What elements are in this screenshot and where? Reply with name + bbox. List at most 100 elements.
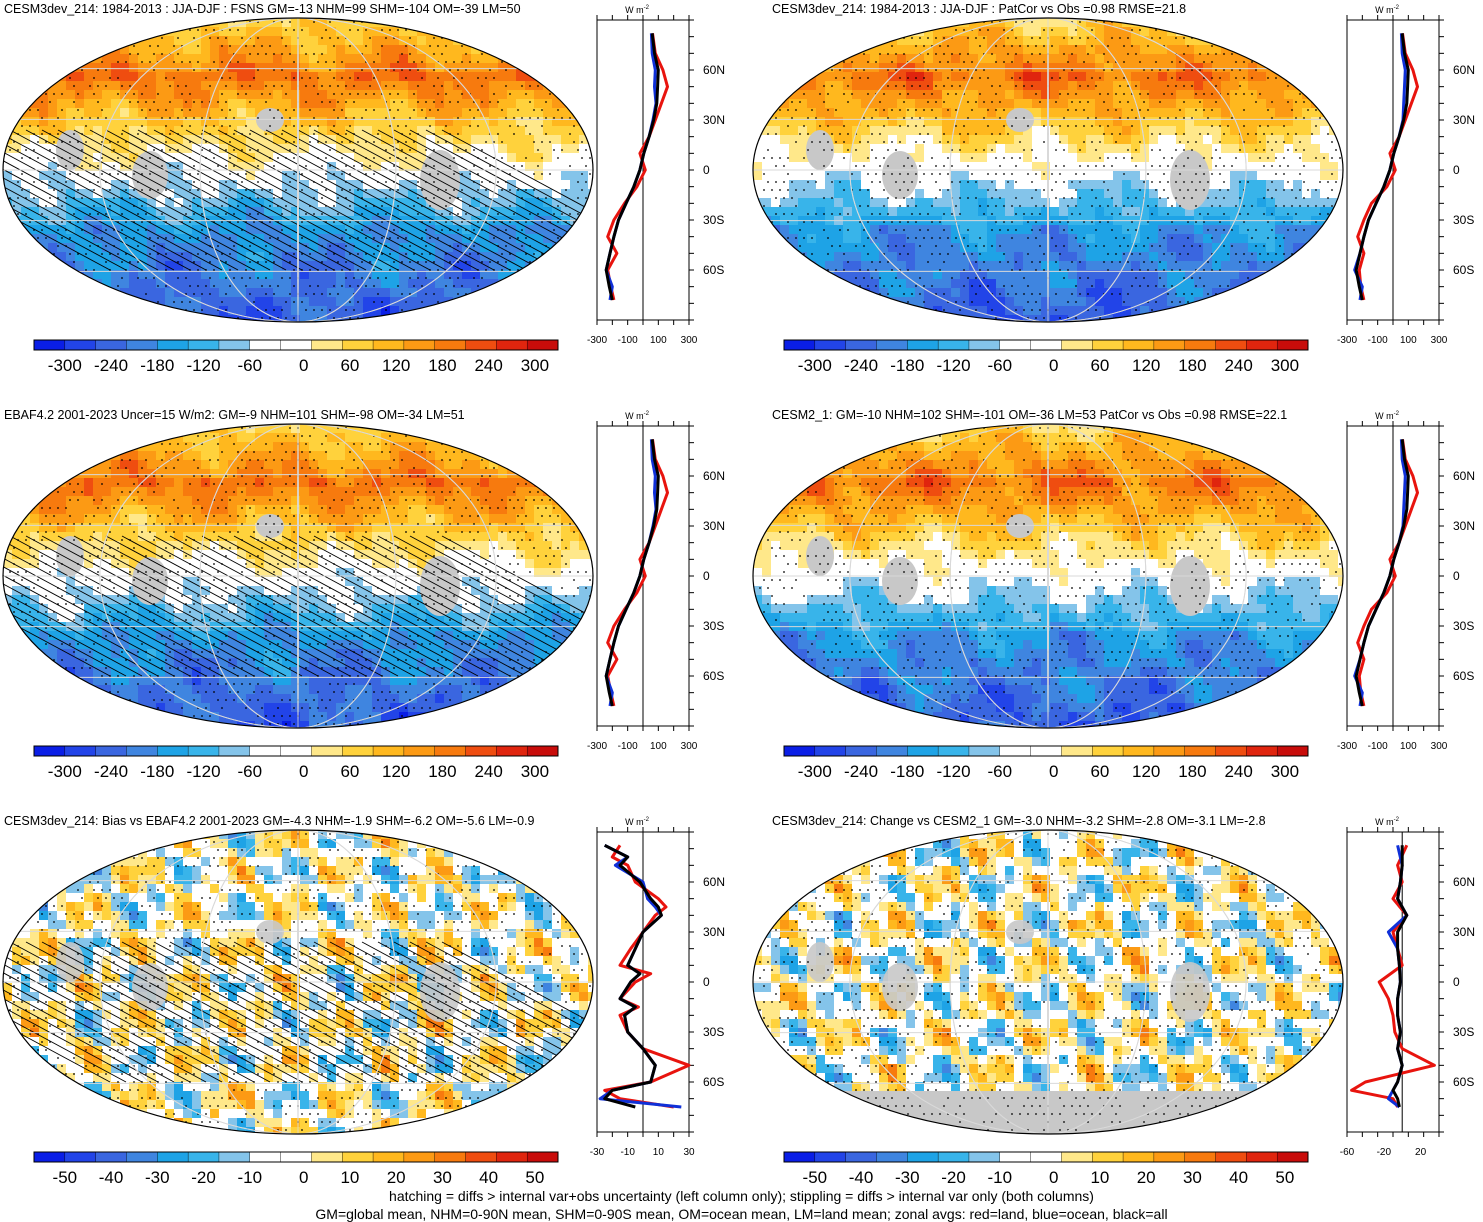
profile-frame	[1347, 832, 1439, 1132]
colorbar-label: 180	[1178, 356, 1206, 375]
colorbar-swatch	[969, 746, 1000, 756]
profile-x-tick-label: 20	[1415, 1147, 1427, 1158]
colorbar-swatch	[1185, 746, 1216, 756]
colorbar-swatch	[1216, 340, 1247, 350]
colorbar-swatch	[846, 1152, 877, 1162]
colorbar-swatch	[907, 1152, 938, 1162]
colorbar-swatch	[784, 1152, 815, 1162]
colorbar-label: -50	[803, 1168, 828, 1187]
profile-x-tick-label: 300	[1431, 741, 1448, 752]
profile-x-tick-label: -100	[618, 335, 638, 346]
colorbar-label: 300	[521, 762, 549, 781]
colorbar-swatch	[435, 746, 466, 756]
colorbar-swatch	[219, 340, 250, 350]
colorbar-label: -240	[844, 762, 878, 781]
colorbar-label: 120	[1132, 762, 1160, 781]
colorbar-label: -120	[187, 762, 221, 781]
colorbar-swatch	[373, 340, 404, 350]
colorbar-label: -50	[53, 1168, 78, 1187]
profile-x-tick-label: 30	[683, 1147, 695, 1158]
colorbar-swatch	[1092, 746, 1123, 756]
colorbar-label: -300	[798, 762, 832, 781]
colorbar-label: -30	[145, 1168, 170, 1187]
colorbar-swatch	[1216, 746, 1247, 756]
profile-lat-label: 30N	[703, 925, 725, 939]
colorbar-swatch	[281, 1152, 312, 1162]
colorbar-swatch	[34, 340, 65, 350]
colorbar-label: 0	[1049, 1168, 1058, 1187]
colorbar-label: 20	[387, 1168, 406, 1187]
profile-lat-label: 60S	[703, 263, 724, 277]
colorbar-swatch	[466, 340, 497, 350]
colorbar-label: -180	[890, 356, 924, 375]
colorbar-swatch	[1277, 746, 1308, 756]
colorbar-swatch	[157, 746, 188, 756]
profile-lat-label: 30N	[703, 113, 725, 127]
colorbar-swatch	[281, 746, 312, 756]
colorbar-label: 240	[474, 356, 502, 375]
footer-line-2: GM=global mean, NHM=0-90N mean, SHM=0-90…	[0, 1206, 1483, 1222]
profile-lat-label: 60N	[703, 875, 725, 889]
colorbar-label: -60	[237, 356, 262, 375]
colorbar-label: 0	[299, 762, 308, 781]
colorbar-swatch	[907, 340, 938, 350]
colorbar-swatch	[96, 1152, 127, 1162]
colorbar-swatch	[1123, 340, 1154, 350]
colorbar-swatch	[65, 746, 96, 756]
colorbar-swatch	[219, 1152, 250, 1162]
colorbar-label: -120	[937, 356, 971, 375]
colorbar-swatch	[373, 1152, 404, 1162]
profile-lat-label: 30S	[1453, 1025, 1474, 1039]
colorbar-swatch	[784, 340, 815, 350]
colorbar-label: 50	[1275, 1168, 1294, 1187]
profile-lat-label: 30S	[703, 1025, 724, 1039]
colorbar-swatch	[1185, 1152, 1216, 1162]
colorbar-label: -40	[99, 1168, 124, 1187]
colorbar-swatch	[496, 1152, 527, 1162]
colorbar-swatch	[1246, 340, 1277, 350]
colorbar-label: 0	[1049, 762, 1058, 781]
colorbar-label: 30	[433, 1168, 452, 1187]
colorbar-swatch	[466, 746, 497, 756]
colorbar-swatch	[1031, 1152, 1062, 1162]
profile-unit-label: W m-2	[1375, 5, 1399, 15]
colorbar-swatch	[1092, 1152, 1123, 1162]
colorbar-label: -10	[237, 1168, 262, 1187]
colorbar-swatch	[527, 340, 558, 350]
profile-lat-label: 0	[703, 163, 710, 177]
colorbar-swatch	[188, 1152, 219, 1162]
colorbar-label: 300	[1271, 762, 1299, 781]
colorbar-swatch	[250, 340, 281, 350]
profile-line-all	[1356, 439, 1408, 706]
colorbar-swatch	[846, 746, 877, 756]
colorbar-label: 180	[428, 762, 456, 781]
profile-lat-label: 60S	[1453, 1075, 1474, 1089]
colorbar-label: 60	[1090, 762, 1109, 781]
colorbar-label: -240	[844, 356, 878, 375]
colorbar-label: 10	[1090, 1168, 1109, 1187]
colorbar-label: -300	[48, 762, 82, 781]
colorbar-swatch	[65, 1152, 96, 1162]
panel-5: CESM3dev_214: Bias vs EBAF4.2 2001-2023 …	[0, 812, 733, 1212]
colorbar-swatch	[188, 746, 219, 756]
profile-lat-label: 60S	[1453, 263, 1474, 277]
colorbar-swatch	[876, 340, 907, 350]
colorbar-swatch	[435, 340, 466, 350]
profile-lat-label: 30S	[703, 213, 724, 227]
colorbar-label: -60	[987, 762, 1012, 781]
profile-x-tick-label: 100	[650, 335, 667, 346]
profile-lat-label: 60S	[1453, 669, 1474, 683]
profile-x-tick-label: 300	[681, 335, 698, 346]
profile-x-tick-label: -10	[620, 1147, 635, 1158]
colorbar-label: -180	[140, 356, 174, 375]
colorbar-swatch	[96, 340, 127, 350]
profile-x-tick-label: -60	[1340, 1147, 1355, 1158]
colorbar-label: -240	[94, 762, 128, 781]
